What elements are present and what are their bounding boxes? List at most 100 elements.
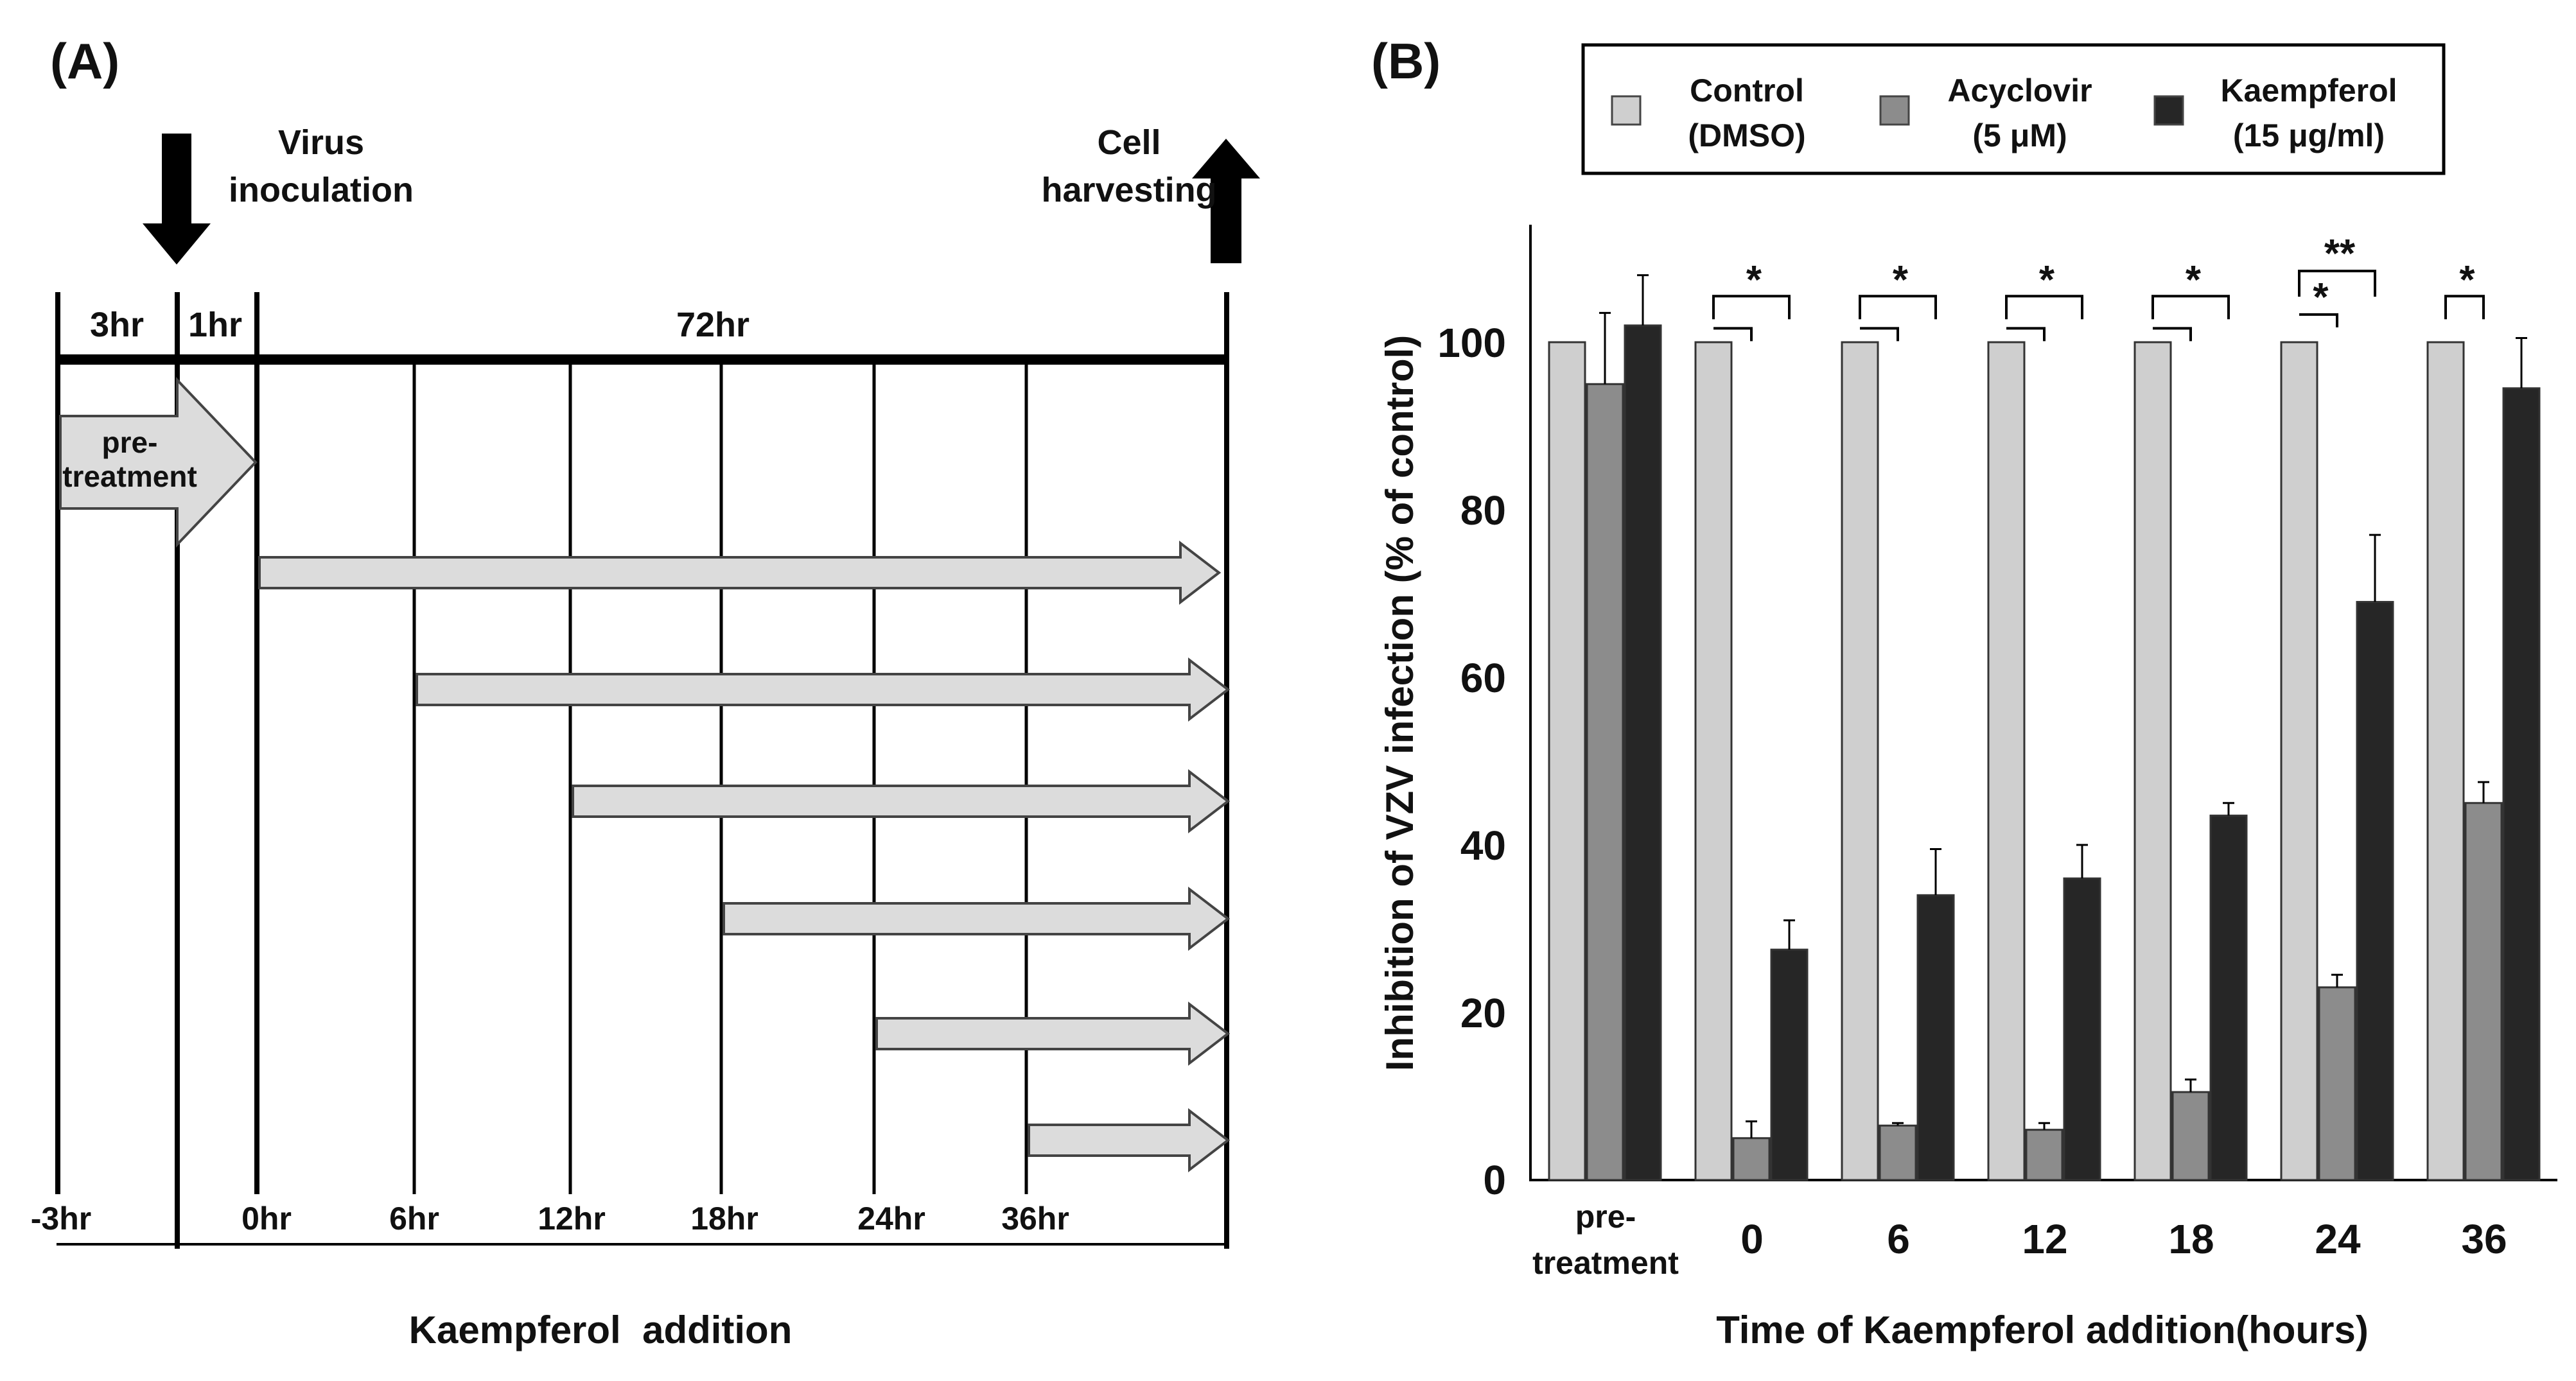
pretreat-label-line2: treatment	[62, 460, 197, 493]
bar-control-dmso-18	[2134, 341, 2172, 1181]
sig-bracket-inner-12	[2006, 327, 2046, 342]
category-label-6: 6	[1887, 1216, 1910, 1262]
bar-marks	[1548, 324, 2541, 1181]
bar-control-dmso-0	[1694, 341, 1733, 1181]
time-label-12hr: 12hr	[538, 1201, 606, 1237]
category-label-0: 0	[1740, 1216, 1764, 1262]
bar-kaempferol-15-g-ml-0	[1770, 948, 1809, 1181]
category-label-36: 36	[2461, 1216, 2507, 1262]
panel-b-label: (B)	[1371, 33, 1441, 89]
bar-acyclovir-5-m-18	[2171, 1091, 2210, 1181]
legend-acyclovir-line2: (5 μM)	[1972, 117, 2067, 153]
x-axis-title: Time of Kaempferol addition(hours)	[1716, 1308, 2369, 1351]
legend-swatch-control	[1611, 95, 1642, 126]
bar-control-dmso-36	[2426, 341, 2465, 1181]
bar-kaempferol-15-g-ml-12	[2063, 877, 2101, 1181]
pretreatment-arrow	[59, 377, 258, 548]
time-label-6hr: 6hr	[389, 1201, 439, 1237]
cell-harvesting-up-arrow-icon	[1192, 139, 1260, 263]
sig-star-0: *	[1746, 258, 1762, 302]
y-tick-label-100: 100	[1437, 320, 1506, 366]
y-tick-label-20: 20	[1460, 990, 1506, 1036]
legend-box	[1581, 43, 2446, 175]
category-label-pretreatment-line2: treatment	[1532, 1245, 1679, 1281]
sig-bracket-outer-0	[1712, 295, 1791, 320]
category-label-pretreatment-line1: pre-	[1575, 1199, 1636, 1235]
segment-72hr-label: 72hr	[676, 306, 749, 344]
legend-kaempferol-line1: Kaempferol	[2220, 73, 2397, 109]
category-label-12: 12	[2022, 1216, 2067, 1262]
legend-kaempferol-line2: (15 μg/ml)	[2233, 117, 2385, 153]
sig-bracket-outer-6	[1859, 295, 1937, 320]
legend-swatch-acyclovir	[1879, 95, 1910, 126]
error-bar-marks	[1599, 274, 2527, 1138]
bar-kaempferol-15-g-ml-6	[1916, 894, 1955, 1181]
sig-star-6: *	[1893, 258, 1909, 302]
bar-acyclovir-5-m-0	[1732, 1137, 1771, 1181]
legend-swatch-kaempferol	[2153, 95, 2184, 126]
sig-bracket-outer-12	[2005, 295, 2083, 320]
y-tick-label-0: 0	[1483, 1157, 1506, 1203]
sig-bracket-36	[2444, 295, 2485, 320]
y-axis-title: Inhibition of VZV infection (% of contro…	[1378, 335, 1421, 1072]
bar-control-dmso-6	[1841, 341, 1879, 1181]
bar-kaempferol-15-g-ml-24	[2356, 601, 2394, 1181]
y-tick-label-40: 40	[1460, 822, 1506, 869]
treatment-arrow-24hr	[875, 1001, 1231, 1066]
pretreat-label-line1: pre-	[102, 426, 158, 459]
sig-bracket-inner-24	[2299, 313, 2338, 327]
bar-acyclovir-5-m-36	[2464, 802, 2503, 1181]
virus-label-line1: Virus	[278, 123, 364, 162]
harvest-label-line1: Cell	[1097, 123, 1161, 162]
category-label-24: 24	[2315, 1216, 2361, 1262]
treatment-arrow-12hr	[572, 769, 1231, 834]
legend-acyclovir-line1: Acyclovir	[1947, 73, 2092, 109]
sig-star-12: *	[2039, 258, 2055, 302]
time-label-36hr: 36hr	[1001, 1201, 1069, 1237]
treatment-arrow-18hr	[723, 886, 1231, 951]
bar-acyclovir-5-m-pre-treatment	[1586, 383, 1624, 1181]
significance-marks: * * * **** *	[1712, 232, 2485, 342]
bar-acyclovir-5-m-6	[1879, 1124, 1917, 1181]
time-label-0hr: 0hr	[241, 1201, 292, 1237]
sig-bracket-inner-6	[1860, 327, 1899, 342]
virus-label-line2: inoculation	[229, 171, 414, 209]
category-label-18: 18	[2168, 1216, 2214, 1262]
sig-bracket-inner-18	[2153, 327, 2192, 342]
bar-kaempferol-15-g-ml-36	[2502, 387, 2541, 1181]
panel-a-timeline: (A) Virus inoculation Cell harvesting 3h…	[31, 33, 1260, 1351]
treatment-arrow-0hr	[258, 540, 1222, 605]
sig-bracket-inner-0	[1713, 327, 1753, 342]
bar-kaempferol-15-g-ml-18	[2209, 814, 2248, 1181]
y-tick-label-80: 80	[1460, 487, 1506, 534]
sig-bracket-outer-18	[2151, 295, 2230, 320]
panel-a-xlabel: Kaempferol addition	[409, 1308, 793, 1351]
y-tick-label-60: 60	[1460, 655, 1506, 701]
sig-star-18: *	[2186, 258, 2202, 302]
panel-b-chart: (B) Control (DMSO) Acyclovir (5 μM) Kaem…	[1371, 33, 2557, 1351]
bar-control-dmso-24	[2280, 341, 2318, 1181]
treatment-arrow-6hr	[416, 657, 1231, 722]
segment-3hr-label: 3hr	[90, 306, 144, 344]
harvest-label-line2: harvesting	[1041, 171, 1216, 209]
time-label-24hr: 24hr	[857, 1201, 925, 1237]
sig-bracket-outer-24	[2298, 270, 2376, 297]
sig-star-outer-24: **	[2324, 232, 2356, 276]
legend-control-line1: Control	[1690, 73, 1804, 109]
panel-a-label: (A)	[50, 33, 119, 89]
bar-kaempferol-15-g-ml-pre-treatment	[1624, 324, 1662, 1181]
time-label-minus3hr: -3hr	[31, 1201, 91, 1237]
virus-inoculation-down-arrow-icon	[143, 134, 211, 265]
segment-1hr-label: 1hr	[188, 306, 242, 344]
sig-star-36: *	[2459, 258, 2475, 302]
bar-control-dmso-pre-treatment	[1548, 341, 1586, 1181]
sig-star-inner-24: *	[2313, 275, 2329, 320]
time-label-18hr: 18hr	[690, 1201, 758, 1237]
treatment-arrow-36hr	[1028, 1107, 1231, 1173]
legend-control-line2: (DMSO)	[1688, 117, 1805, 153]
bar-acyclovir-5-m-12	[2025, 1129, 2063, 1181]
bar-acyclovir-5-m-24	[2318, 986, 2356, 1181]
bar-control-dmso-12	[1987, 341, 2026, 1181]
